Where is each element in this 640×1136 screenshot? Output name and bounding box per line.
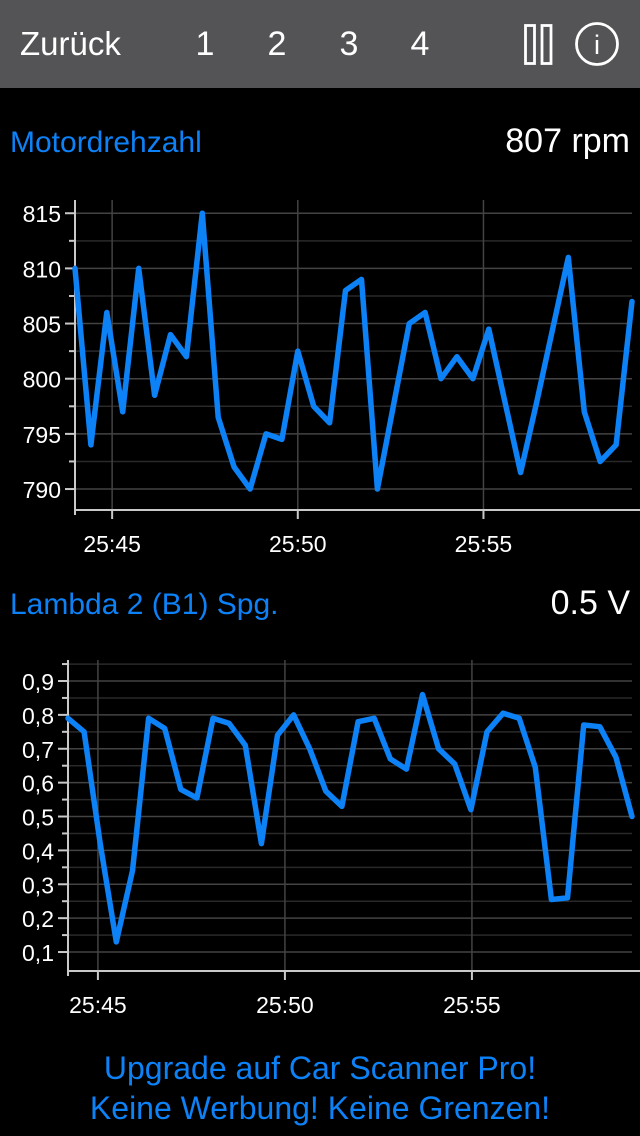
info-button[interactable]: i bbox=[574, 21, 620, 67]
y-tick-label: 0,9 bbox=[22, 669, 54, 695]
tab-2[interactable]: 2 bbox=[267, 24, 287, 63]
y-tick-label: 795 bbox=[23, 422, 61, 448]
y-tick-label: 805 bbox=[23, 312, 61, 338]
series-line bbox=[65, 691, 635, 945]
rpm-chart-header: Motordrehzahl 807 rpm bbox=[10, 122, 630, 161]
upgrade-banner-line-2[interactable]: Keine Werbung! Keine Grenzen! bbox=[89, 1090, 551, 1126]
y-tick-label: 815 bbox=[23, 201, 61, 227]
lambda-chart-header: Lambda 2 (B1) Spg. 0.5 V bbox=[10, 584, 630, 623]
y-tick-label: 0,2 bbox=[22, 906, 54, 932]
y-tick-label: 810 bbox=[23, 256, 61, 282]
tab-4[interactable]: 4 bbox=[410, 24, 430, 63]
tab-3[interactable]: 3 bbox=[339, 24, 359, 63]
y-tick-label: 0,6 bbox=[22, 771, 54, 797]
series-line bbox=[72, 210, 635, 492]
lambda-chart: 0,1 0,2 0,3 0,4 0,5 0,6 0,7 0,8 0,9 25:45 25:50 25:… bbox=[22, 660, 640, 1015]
lambda-current-value: 0.5 V bbox=[550, 584, 630, 622]
y-tick-label: 790 bbox=[23, 477, 61, 503]
tab-1[interactable]: 1 bbox=[195, 24, 215, 63]
pause-icon bbox=[524, 24, 536, 65]
y-tick-label: 0,5 bbox=[22, 805, 54, 831]
x-tick-label: 25:50 bbox=[269, 531, 327, 555]
x-tick-label: 25:55 bbox=[455, 531, 513, 555]
y-tick-label: 0,4 bbox=[22, 838, 54, 864]
y-tick-label: 0,3 bbox=[22, 872, 54, 898]
x-tick-label: 25:45 bbox=[83, 531, 141, 555]
y-tick-label: 800 bbox=[23, 367, 61, 393]
rpm-current-value: 807 rpm bbox=[505, 122, 630, 160]
lambda-chart-title: Lambda 2 (B1) Spg. bbox=[10, 588, 279, 621]
y-tick-label: 0,7 bbox=[22, 737, 54, 763]
rpm-chart: 790 795 800 805 810 815 25:45 25:50 25:55 bbox=[23, 200, 640, 555]
upgrade-banner-line-1[interactable]: Upgrade auf Car Scanner Pro! bbox=[103, 1050, 537, 1086]
pause-button[interactable] bbox=[524, 24, 553, 65]
y-tick-label: 0,8 bbox=[22, 703, 54, 729]
y-tick-label: 0,1 bbox=[22, 940, 54, 966]
info-icon-letter: i bbox=[594, 30, 600, 60]
rpm-chart-title: Motordrehzahl bbox=[10, 126, 202, 159]
x-tick-label: 25:50 bbox=[256, 992, 314, 1015]
info-icon bbox=[575, 22, 619, 66]
x-tick-label: 25:45 bbox=[69, 992, 127, 1015]
x-tick-label: 25:55 bbox=[443, 992, 501, 1015]
nav-bar: Zurück 1 2 3 4 i bbox=[0, 0, 640, 88]
back-button[interactable]: Zurück bbox=[20, 25, 121, 62]
pause-icon bbox=[540, 24, 553, 65]
